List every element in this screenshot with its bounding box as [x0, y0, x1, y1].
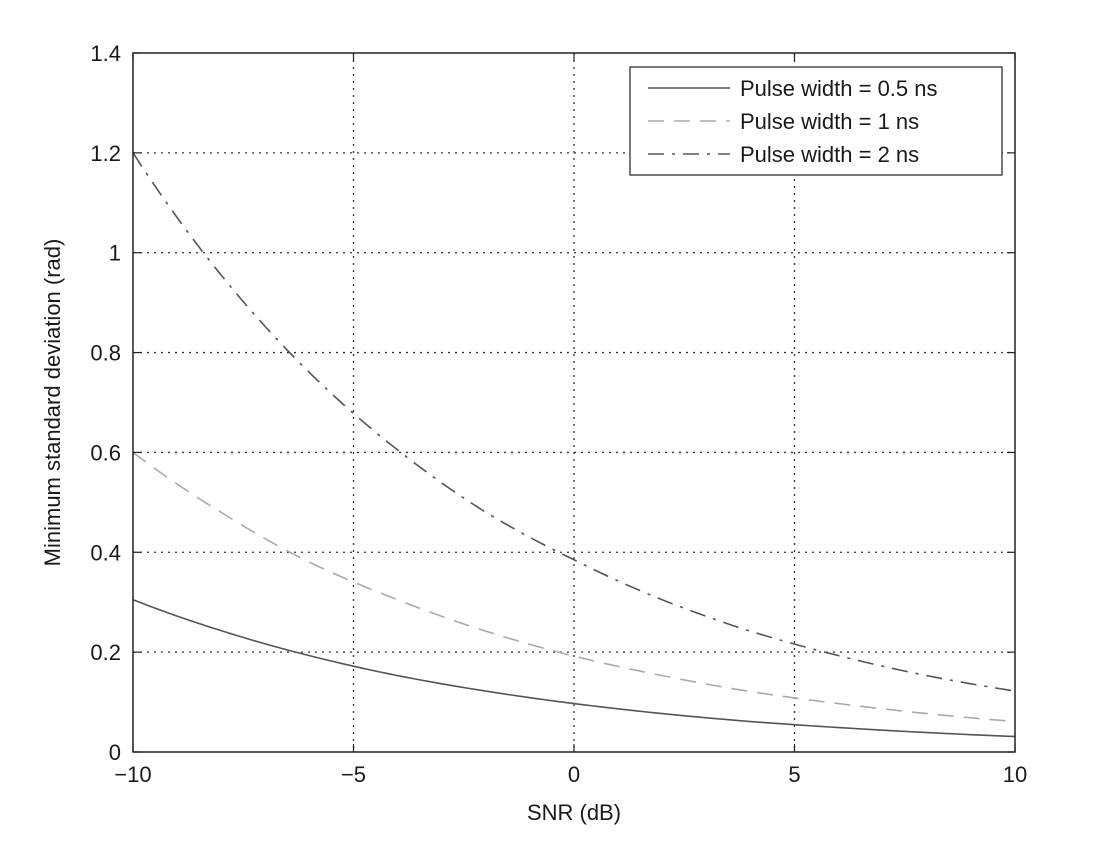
x-tick-label: 0: [568, 762, 580, 787]
y-tick-label: 1: [109, 241, 121, 266]
series-lines: [132, 152, 1016, 738]
y-tick-label: 1.4: [90, 41, 121, 66]
legend-label-2: Pulse width = 2 ns: [740, 142, 919, 167]
x-tick-label: −10: [114, 762, 151, 787]
grid: [133, 53, 1015, 752]
y-tick-label: 0.6: [90, 440, 121, 465]
y-tick-labels: 0 0.2 0.4 0.6 0.8 1 1.2 1.4: [90, 41, 121, 765]
y-tick-label: 0.2: [90, 640, 121, 665]
x-tick-labels: −10 −5 0 5 10: [114, 762, 1027, 787]
x-axis-label: SNR (dB): [527, 800, 621, 825]
y-tick-label: 0.8: [90, 341, 121, 366]
series-line-2: [132, 152, 1016, 692]
legend: Pulse width = 0.5 ns Pulse width = 1 ns Pu…: [629, 66, 1003, 176]
x-tick-label: −5: [341, 762, 366, 787]
y-axis-label: Minimum standard deviation (rad): [40, 239, 65, 567]
x-tick-label: 10: [1003, 762, 1027, 787]
legend-label-0: Pulse width = 0.5 ns: [740, 76, 938, 101]
legend-box: [629, 66, 1003, 176]
tick-marks: [132, 52, 1016, 753]
series-line-0: [132, 598, 1016, 738]
x-tick-label: 5: [788, 762, 800, 787]
y-tick-label: 0.4: [90, 540, 121, 565]
y-tick-label: 0: [109, 740, 121, 765]
y-tick-label: 1.2: [90, 141, 121, 166]
legend-label-1: Pulse width = 1 ns: [740, 109, 919, 134]
series-line-1: [132, 451, 1016, 723]
